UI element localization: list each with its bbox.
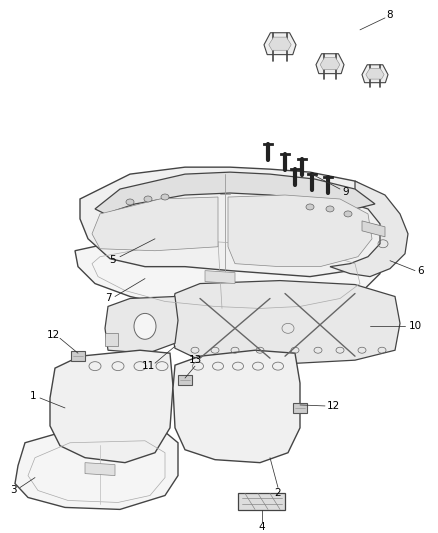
Ellipse shape <box>326 206 334 212</box>
Text: 12: 12 <box>46 330 60 340</box>
Ellipse shape <box>306 204 314 210</box>
Text: 5: 5 <box>110 255 117 265</box>
Polygon shape <box>178 375 192 385</box>
Polygon shape <box>205 271 235 284</box>
Polygon shape <box>15 428 178 510</box>
Polygon shape <box>105 333 118 346</box>
Text: 2: 2 <box>275 489 281 498</box>
Text: 3: 3 <box>10 484 16 495</box>
Ellipse shape <box>344 211 352 217</box>
Text: 9: 9 <box>343 187 350 197</box>
Text: 12: 12 <box>326 401 339 411</box>
Text: 4: 4 <box>259 522 265 532</box>
Polygon shape <box>80 167 390 277</box>
Text: 13: 13 <box>188 355 201 365</box>
Polygon shape <box>293 403 307 413</box>
Ellipse shape <box>134 313 156 340</box>
Text: 11: 11 <box>141 361 155 371</box>
Ellipse shape <box>144 196 152 202</box>
Polygon shape <box>330 181 408 277</box>
Polygon shape <box>92 197 218 251</box>
Text: 1: 1 <box>30 391 36 401</box>
Polygon shape <box>264 33 296 54</box>
Text: 8: 8 <box>387 10 393 20</box>
Text: 6: 6 <box>418 265 424 276</box>
Polygon shape <box>228 195 372 266</box>
Polygon shape <box>366 68 384 79</box>
Text: 10: 10 <box>409 321 421 332</box>
Polygon shape <box>75 232 380 310</box>
Polygon shape <box>173 350 300 463</box>
Polygon shape <box>50 350 173 463</box>
Polygon shape <box>238 492 285 511</box>
Text: 7: 7 <box>105 294 111 303</box>
Polygon shape <box>105 296 178 353</box>
Polygon shape <box>170 280 400 364</box>
Ellipse shape <box>126 199 134 205</box>
Polygon shape <box>85 463 115 475</box>
Polygon shape <box>362 65 388 83</box>
Polygon shape <box>95 172 375 214</box>
Ellipse shape <box>161 194 169 200</box>
Polygon shape <box>362 221 385 237</box>
Polygon shape <box>320 58 340 70</box>
Polygon shape <box>71 351 85 361</box>
Polygon shape <box>269 37 291 50</box>
Polygon shape <box>316 54 344 74</box>
